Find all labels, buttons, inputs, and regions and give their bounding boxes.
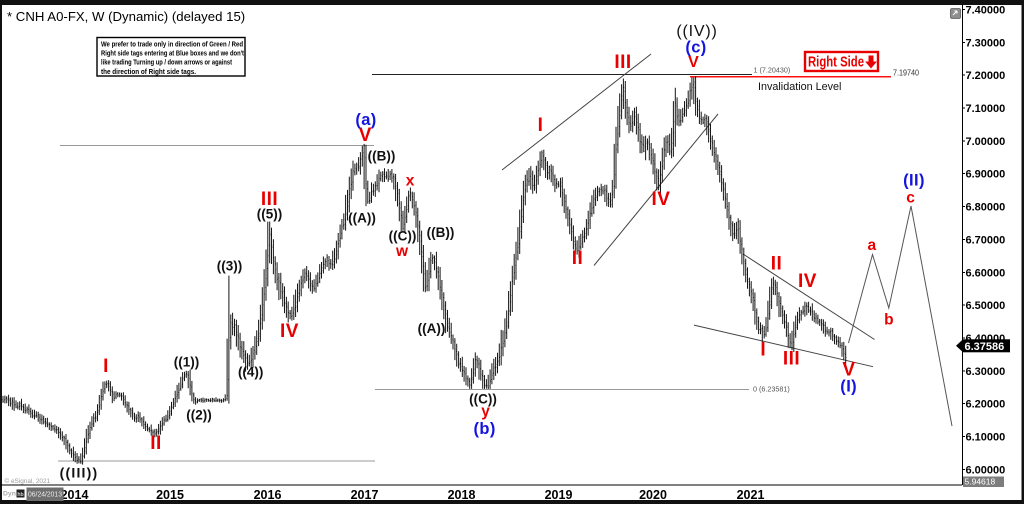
svg-text:(c): (c) <box>685 39 706 57</box>
svg-text:2020: 2020 <box>639 488 667 502</box>
svg-text:the direction of Right side ta: the direction of Right side tags. <box>101 69 196 76</box>
svg-text:((5)): ((5)) <box>257 207 283 222</box>
svg-text:((C)): ((C)) <box>389 229 417 244</box>
svg-text:Invalidation Level: Invalidation Level <box>758 81 841 93</box>
svg-text:(I): (I) <box>840 378 857 396</box>
svg-text:like trading Turning up / down: like trading Turning up / down arrows or… <box>101 60 233 67</box>
svg-text:2017: 2017 <box>351 488 379 502</box>
svg-text:5.94618: 5.94618 <box>965 477 996 487</box>
svg-text:((C)): ((C)) <box>469 392 497 407</box>
svg-text:(II): (II) <box>903 172 925 190</box>
svg-text:II: II <box>150 433 162 454</box>
svg-text:((B)): ((B)) <box>427 225 455 240</box>
svg-text:6.50000: 6.50000 <box>966 300 1006 312</box>
svg-text:II: II <box>572 248 584 269</box>
svg-text:6.10000: 6.10000 <box>966 432 1006 444</box>
svg-text:6.60000: 6.60000 <box>966 267 1006 279</box>
svg-text:* CNH A0-FX, W (Dynamic) (dela: * CNH A0-FX, W (Dynamic) (delayed 15) <box>7 9 245 24</box>
svg-text:7.40000: 7.40000 <box>966 5 1006 17</box>
svg-text:Right Side: Right Side <box>808 54 864 71</box>
svg-text:We prefer to trade only in dir: We prefer to trade only in direction of … <box>101 41 243 48</box>
svg-text:2015: 2015 <box>156 488 184 502</box>
svg-text:((2)): ((2)) <box>186 408 212 423</box>
svg-text:b: b <box>884 312 893 329</box>
svg-text:Right side tags entering at Bl: Right side tags entering at Blue boxes a… <box>101 51 245 58</box>
svg-text:0 (6.23581): 0 (6.23581) <box>753 385 790 394</box>
svg-text:1 (7.20430): 1 (7.20430) <box>754 66 791 75</box>
svg-text:2019: 2019 <box>545 488 573 502</box>
svg-text:2021: 2021 <box>737 488 765 502</box>
svg-text:IV: IV <box>798 271 817 292</box>
svg-text:x: x <box>406 173 415 190</box>
svg-text:Dyn: Dyn <box>3 490 16 497</box>
svg-text:© eSignal, 2021: © eSignal, 2021 <box>5 477 51 485</box>
svg-text:((1)): ((1)) <box>174 355 200 370</box>
svg-text:7.30000: 7.30000 <box>966 37 1006 49</box>
svg-text:((III)): ((III)) <box>60 465 99 481</box>
svg-text:I: I <box>538 115 544 136</box>
svg-text:7.10000: 7.10000 <box>966 103 1006 115</box>
svg-text:6.70000: 6.70000 <box>966 234 1006 246</box>
svg-text:II: II <box>771 254 783 275</box>
svg-text:IV: IV <box>280 321 299 342</box>
svg-text:7.00000: 7.00000 <box>966 136 1006 148</box>
svg-text:6.00000: 6.00000 <box>966 464 1006 476</box>
svg-text:((3)): ((3)) <box>217 259 243 274</box>
svg-text:I: I <box>760 340 766 361</box>
svg-text:6.30000: 6.30000 <box>966 366 1006 378</box>
svg-text:c: c <box>906 190 915 207</box>
svg-text:I: I <box>103 356 109 377</box>
svg-text:6.20000: 6.20000 <box>966 399 1006 411</box>
svg-text:III: III <box>614 52 631 73</box>
svg-text:(a): (a) <box>355 111 376 129</box>
svg-text:((B)): ((B)) <box>368 149 396 164</box>
svg-text:((A)): ((A)) <box>348 211 376 226</box>
svg-text:2018: 2018 <box>448 488 476 502</box>
svg-text:6.80000: 6.80000 <box>966 202 1006 214</box>
svg-text:III: III <box>783 349 800 370</box>
svg-text:V: V <box>688 54 699 71</box>
svg-text:IV: IV <box>652 189 671 210</box>
svg-text:06/24/2013: 06/24/2013 <box>28 490 62 499</box>
svg-text:6.90000: 6.90000 <box>966 169 1006 181</box>
svg-text:2016: 2016 <box>254 488 282 502</box>
svg-text:((4)): ((4)) <box>238 365 264 380</box>
svg-text:((IV)): ((IV)) <box>676 23 717 40</box>
svg-text:a: a <box>867 237 876 254</box>
svg-text:7.20000: 7.20000 <box>966 70 1006 82</box>
svg-text:2014: 2014 <box>61 488 89 502</box>
svg-text:6.37586: 6.37586 <box>965 341 1005 353</box>
svg-text:w: w <box>395 243 409 260</box>
svg-text:(b): (b) <box>473 420 495 438</box>
svg-text:hb: hb <box>17 492 23 498</box>
svg-text:((A)): ((A)) <box>418 321 446 336</box>
svg-text:7.19740: 7.19740 <box>893 67 919 77</box>
